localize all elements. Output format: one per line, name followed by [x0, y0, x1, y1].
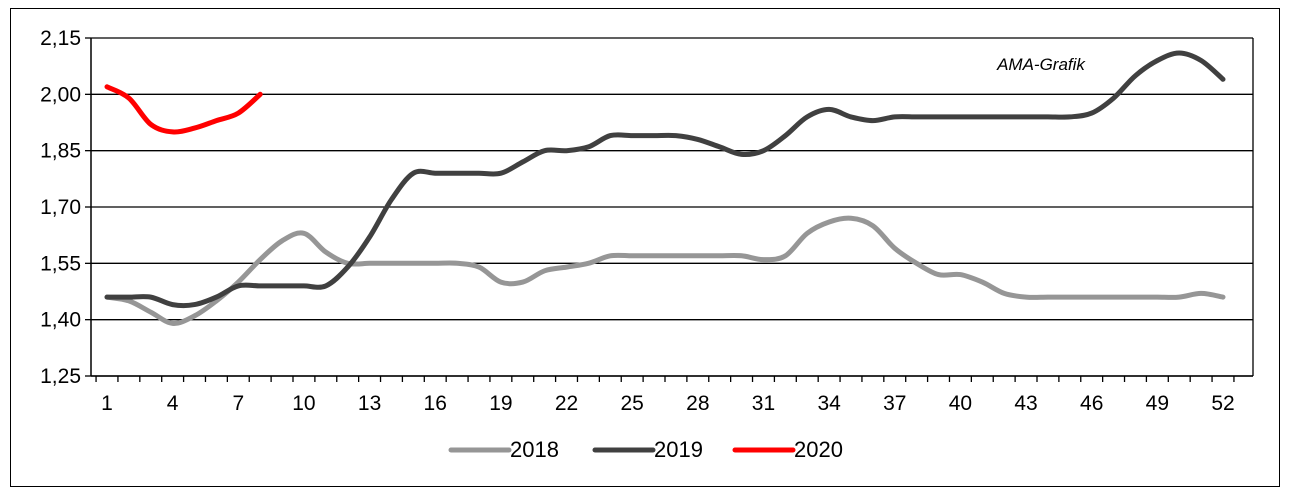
- series-line-2018: [104, 215, 1226, 326]
- legend-label-2019: 2019: [654, 437, 703, 462]
- x-tick-label: 46: [1080, 392, 1103, 415]
- x-tick-label: 16: [424, 392, 447, 415]
- series-line-2019: [104, 50, 1226, 309]
- x-axis-tick-labels: 1 4 7 10 13 16 19 22 25 28 31 34 37 40 43 46 49 52: [101, 392, 1235, 415]
- x-tick-label: 22: [555, 392, 578, 415]
- x-tick-label: 40: [949, 392, 972, 415]
- line-chart: 1,25 1,40 1,55 1,70 1,85 2,00 2,15 1 4 7 10 13 16 19…: [40, 27, 1254, 462]
- legend-label-2018: 2018: [510, 437, 559, 462]
- x-tick-label: 25: [620, 392, 643, 415]
- x-tick-label: 10: [292, 392, 315, 415]
- y-tick-label: 1,25: [40, 365, 81, 388]
- x-tick-label: 7: [232, 392, 244, 415]
- y-tick-label: 1,40: [40, 309, 81, 332]
- series-line-2020: [104, 84, 263, 135]
- series-lines: [104, 50, 1226, 326]
- legend-label-2020: 2020: [794, 437, 843, 462]
- x-tick-label: 13: [358, 392, 381, 415]
- y-tick-label: 1,55: [40, 252, 81, 275]
- x-tick-label: 49: [1146, 392, 1169, 415]
- x-tick-label: 52: [1211, 392, 1234, 415]
- x-tick-label: 37: [883, 392, 906, 415]
- chart-annotation: AMA-Grafik: [996, 55, 1086, 74]
- x-tick-label: 4: [167, 392, 179, 415]
- grid-lines: [91, 37, 1253, 377]
- x-tick-label: 31: [752, 392, 775, 415]
- x-tick-label: 34: [817, 392, 841, 415]
- y-tick-label: 2,00: [40, 83, 81, 106]
- y-tick-label: 2,15: [40, 27, 81, 50]
- chart-frame: 1,25 1,40 1,55 1,70 1,85 2,00 2,15 1 4 7 10 13 16 19…: [10, 8, 1280, 487]
- x-tick-label: 1: [101, 392, 113, 415]
- legend: 2018 2019 2020: [448, 437, 843, 462]
- axes: [85, 37, 1254, 382]
- x-tick-label: 28: [686, 392, 709, 415]
- x-tick-label: 43: [1014, 392, 1037, 415]
- y-axis-tick-labels: 1,25 1,40 1,55 1,70 1,85 2,00 2,15: [40, 27, 81, 388]
- x-tick-label: 19: [489, 392, 512, 415]
- y-tick-label: 1,70: [40, 196, 81, 219]
- y-tick-label: 1,85: [40, 140, 81, 163]
